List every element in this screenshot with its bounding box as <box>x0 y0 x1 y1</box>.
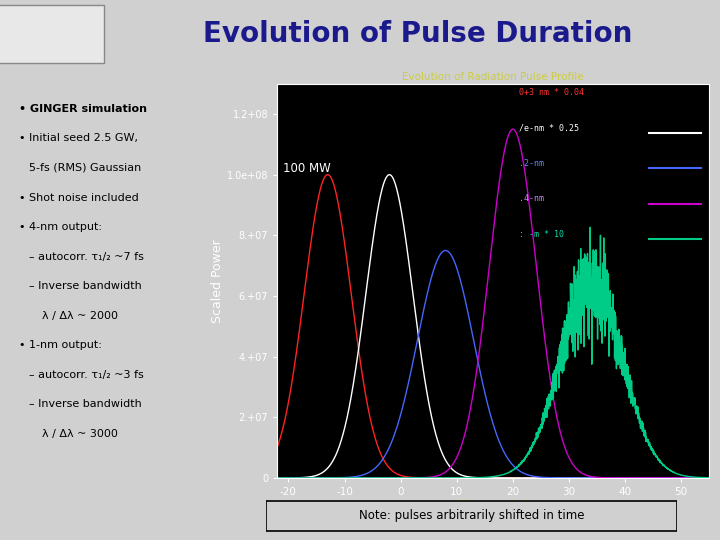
Text: – Inverse bandwidth: – Inverse bandwidth <box>29 400 142 409</box>
Text: 0+3 nm * 0.04: 0+3 nm * 0.04 <box>519 87 584 97</box>
FancyBboxPatch shape <box>0 5 104 63</box>
Text: 5-fs (RMS) Gaussian: 5-fs (RMS) Gaussian <box>29 163 141 173</box>
Title: Evolution of Radiation Pulse Profile: Evolution of Radiation Pulse Profile <box>402 71 584 82</box>
Text: • 1-nm output:: • 1-nm output: <box>19 340 102 350</box>
Text: – autocorr. τ₁/₂ ~3 fs: – autocorr. τ₁/₂ ~3 fs <box>29 370 144 380</box>
Text: .4-nm: .4-nm <box>519 194 544 203</box>
Text: λ / Δλ ~ 3000: λ / Δλ ~ 3000 <box>42 429 118 439</box>
Text: λ / Δλ ~ 2000: λ / Δλ ~ 2000 <box>42 310 118 321</box>
Text: Evolution of Pulse Duration: Evolution of Pulse Duration <box>203 20 632 48</box>
Text: • Shot noise included: • Shot noise included <box>19 193 139 202</box>
FancyBboxPatch shape <box>266 501 677 531</box>
Text: Note: pulses arbitrarily shifted in time: Note: pulses arbitrarily shifted in time <box>359 509 585 522</box>
Text: • GINGER simulation: • GINGER simulation <box>19 104 147 114</box>
Text: • Initial seed 2.5 GW,: • Initial seed 2.5 GW, <box>19 133 138 144</box>
Text: – Inverse bandwidth: – Inverse bandwidth <box>29 281 142 291</box>
Y-axis label: Scaled Power: Scaled Power <box>211 239 224 323</box>
Text: : -m * 10: : -m * 10 <box>519 230 564 239</box>
Text: .2-nm: .2-nm <box>519 159 544 167</box>
Text: 100 MW: 100 MW <box>283 162 330 175</box>
Text: /e-nm * 0.25: /e-nm * 0.25 <box>519 123 579 132</box>
Text: – autocorr. τ₁/₂ ~7 fs: – autocorr. τ₁/₂ ~7 fs <box>29 252 144 262</box>
X-axis label: Time (fs): Time (fs) <box>455 500 531 515</box>
Text: • 4-nm output:: • 4-nm output: <box>19 222 102 232</box>
